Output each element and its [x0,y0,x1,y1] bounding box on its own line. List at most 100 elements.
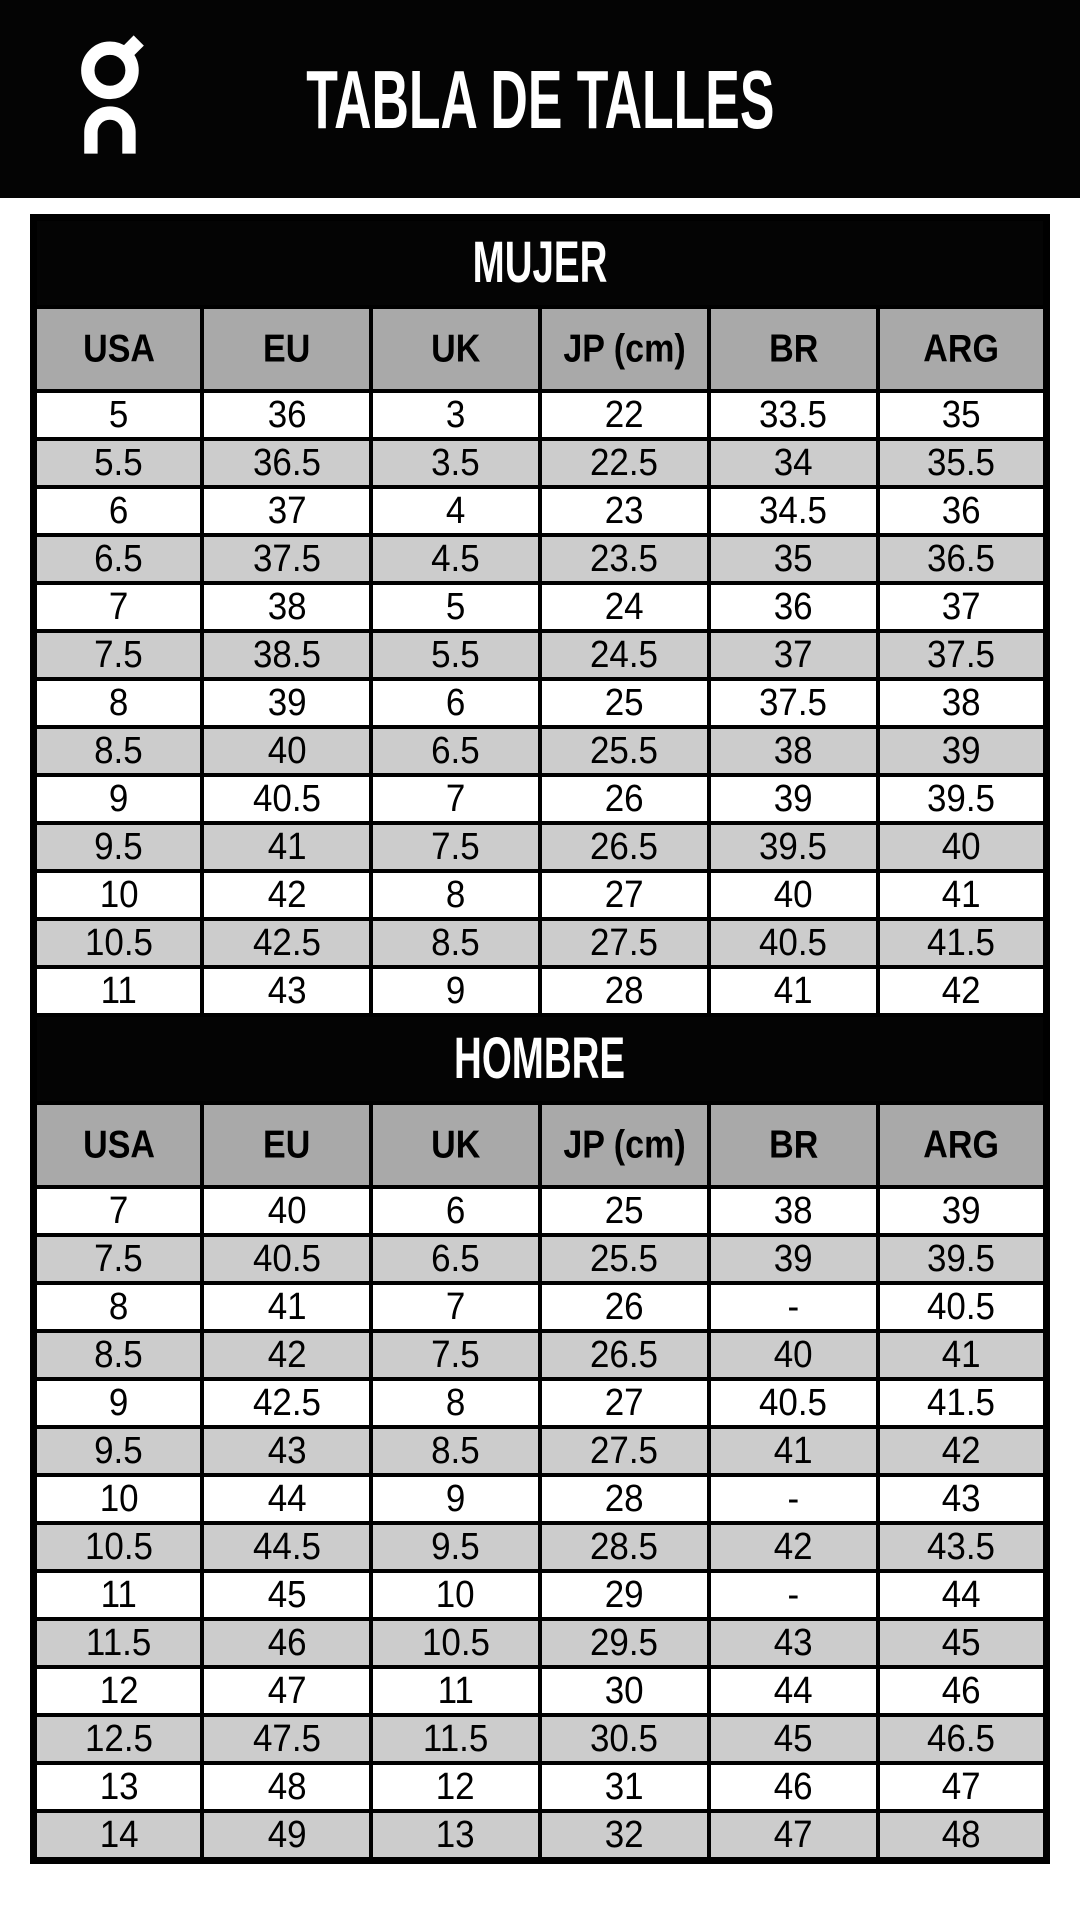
table-row: 8.5 42 7.5 26.5 40 41 [31,1329,1049,1381]
size-table-container: MUJER USA EU UK JP (cm) BR ARG 5 36 3 22 33.5 35 5.… [30,214,1050,1864]
size-cell: 49 [200,1809,374,1863]
size-cell: 41 [706,965,880,1017]
size-cell: 6.5 [369,1233,542,1285]
column-header: JP (cm) [537,1101,711,1189]
size-cell: 6 [369,677,542,729]
size-cell: 4.5 [369,533,542,585]
table-row: 7 38 5 24 36 37 [31,581,1049,633]
size-cell: 10.5 [31,1521,205,1573]
size-cell: 44 [706,1665,880,1717]
size-cell: 40.5 [706,917,880,969]
size-cell: 28 [537,965,711,1017]
table-row: 10.5 42.5 8.5 27.5 40.5 41.5 [31,917,1049,969]
size-cell: - [706,1569,880,1621]
size-cell: 9 [369,1473,542,1525]
table-row: 13 48 12 31 46 47 [31,1761,1049,1813]
size-cell: 8.5 [369,917,542,969]
size-cell: 36.5 [200,437,374,489]
size-cell: 22 [537,389,711,441]
table-row: 12.5 47.5 11.5 30.5 45 46.5 [31,1713,1049,1765]
size-cell: 40.5 [200,773,374,825]
section-banner-hombre: HOMBRE [31,1013,1049,1105]
size-cell: 11.5 [369,1713,542,1765]
size-cell: 27 [537,1377,711,1429]
size-cell: 41 [875,869,1049,921]
size-cell: 7.5 [369,1329,542,1381]
column-header: BR [706,1101,880,1189]
section-mujer: MUJER USA EU UK JP (cm) BR ARG 5 36 3 22 33.5 35 5.… [31,215,1049,1017]
size-cell: 36 [200,389,374,441]
size-cell: 47.5 [200,1713,374,1765]
size-cell: 27.5 [537,917,711,969]
size-cell: 37.5 [875,629,1049,681]
size-cell: 44.5 [200,1521,374,1573]
size-cell: 9.5 [369,1521,542,1573]
size-cell: 42 [200,1329,374,1381]
size-cell: 42 [706,1521,880,1573]
size-cell: 41.5 [875,1377,1049,1429]
size-cell: 9 [369,965,542,1017]
size-cell: 38 [875,677,1049,729]
size-cell: 23 [537,485,711,537]
size-cell: 36 [706,581,880,633]
size-cell: 47 [706,1809,880,1863]
table-row: 5.5 36.5 3.5 22.5 34 35.5 [31,437,1049,489]
column-header: USA [31,305,205,393]
size-cell: 39 [875,1185,1049,1237]
size-cell: 26 [537,1281,711,1333]
size-cell: 7 [31,581,205,633]
size-cell: 25 [537,677,711,729]
size-cell: 13 [31,1761,205,1813]
size-cell: 40.5 [200,1233,374,1285]
column-header: EU [200,305,374,393]
column-header: BR [706,305,880,393]
size-cell: 40 [706,1329,880,1381]
table-row: 10 44 9 28-43 [31,1473,1049,1525]
size-cell: 35 [875,389,1049,441]
size-cell: 14 [31,1809,205,1863]
size-cell: 39 [875,725,1049,777]
size-cell: 38 [706,1185,880,1237]
size-cell: 6.5 [369,725,542,777]
size-cell: 5 [369,581,542,633]
size-cell: 8.5 [369,1425,542,1477]
size-cell: 3.5 [369,437,542,489]
size-cell: 26 [537,773,711,825]
size-cell: 35 [706,533,880,585]
size-cell: 25.5 [537,1233,711,1285]
size-cell: - [706,1281,880,1333]
size-cell: 34.5 [706,485,880,537]
size-cell: 24 [537,581,711,633]
section-banner-mujer: MUJER [31,215,1049,309]
size-cell: 46 [706,1761,880,1813]
on-logo-icon [81,35,144,154]
size-cell: 26.5 [537,1329,711,1381]
table-row: 6.5 37.5 4.5 23.5 35 36.5 [31,533,1049,585]
column-header: UK [369,1101,542,1189]
size-cell: 24.5 [537,629,711,681]
size-cell: 13 [369,1809,542,1863]
size-cell: 7 [369,1281,542,1333]
size-cell: 3 [369,389,542,441]
column-header-row: USA EU UK JP (cm) BR ARG [31,305,1049,393]
size-cell: 43 [200,965,374,1017]
size-cell: 37 [875,581,1049,633]
size-cell: 7 [369,773,542,825]
size-cell: 5.5 [31,437,205,489]
table-row: 7 40 6 25 38 39 [31,1185,1049,1237]
size-cell: 8 [31,1281,205,1333]
size-cell: 37 [706,629,880,681]
column-header: JP (cm) [537,305,711,393]
column-header: ARG [875,1101,1049,1189]
table-row: 9 40.5 7 26 39 39.5 [31,773,1049,825]
size-cell: 5 [31,389,205,441]
section-hombre: HOMBRE USA EU UK JP (cm) BR ARG 7 40 6 25 38 39 7.5… [31,1013,1049,1863]
size-cell: 29.5 [537,1617,711,1669]
size-cell: 44 [875,1569,1049,1621]
size-cell: 43 [200,1425,374,1477]
table-row: 8 39 6 25 37.5 38 [31,677,1049,729]
size-cell: 9.5 [31,1425,205,1477]
size-cell: 11 [31,1569,205,1621]
size-cell: 8 [31,677,205,729]
